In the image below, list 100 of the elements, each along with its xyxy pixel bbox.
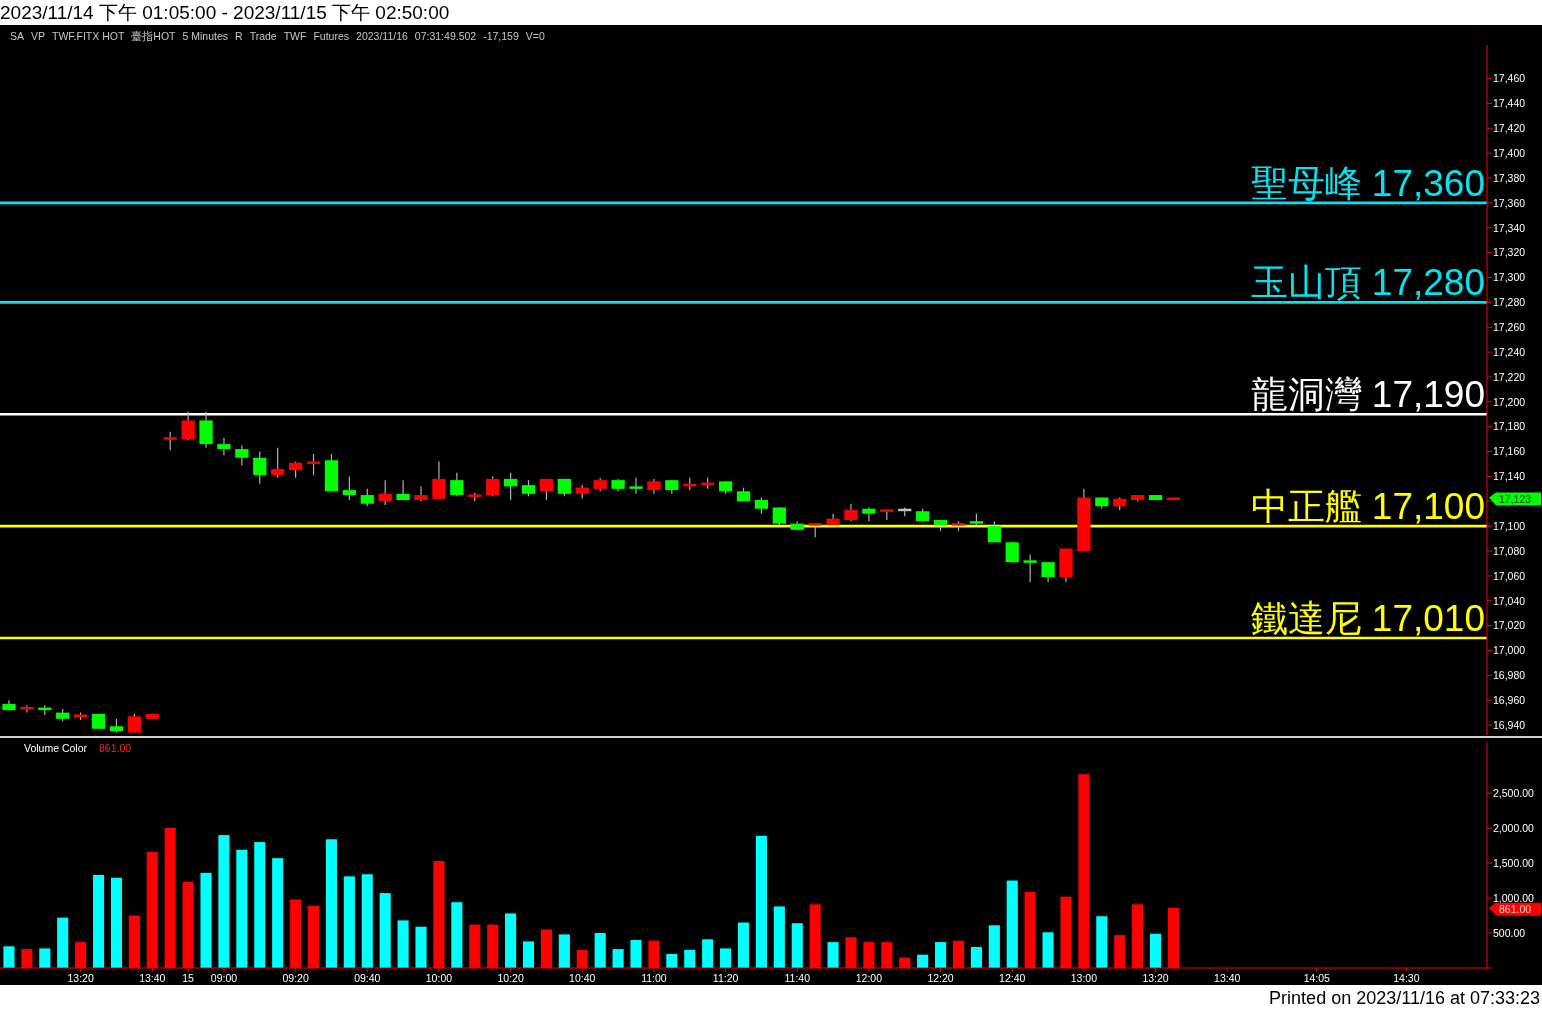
chart-title: 2023/11/14 下午 01:05:00 - 2023/11/15 下午 02:50:00: [0, 2, 450, 23]
bar: [737, 922, 750, 968]
bar: [379, 893, 391, 968]
y-tick-label: 17,320: [1493, 246, 1526, 259]
bar: [935, 942, 947, 968]
bar: [343, 876, 355, 968]
text: 5 Minutes: [182, 30, 229, 42]
bar: [110, 877, 123, 968]
y-tick-label: 16,980: [1493, 669, 1526, 682]
y-tick-label: 1,500.00: [1493, 856, 1535, 869]
y-tick-label: 16,960: [1493, 693, 1526, 706]
bar: [451, 902, 463, 968]
x-tick-label: 13:20: [1142, 972, 1169, 984]
text: Printed on 2023/11/16 at 07:33:23: [1269, 988, 1540, 1008]
x-tick-label: 13:40: [139, 972, 166, 984]
bar: [827, 942, 839, 968]
x-tick-label: 10:00: [425, 972, 453, 984]
bar: [702, 939, 714, 968]
x-tick-label: 13:20: [67, 972, 94, 984]
bar: [39, 948, 51, 968]
x-tick-label: 13:40: [1214, 972, 1241, 984]
y-tick-label: 17,020: [1493, 619, 1526, 632]
y-tick-label: 17,400: [1493, 146, 1526, 159]
bar: [505, 913, 517, 968]
bar: [57, 917, 69, 968]
ref-line-label: 聖母峰 17,360: [1250, 162, 1485, 204]
bar: [791, 923, 803, 968]
y-tick-label: 17,180: [1493, 420, 1526, 433]
text: V=0: [525, 30, 545, 42]
y-tick-label: 17,440: [1493, 97, 1526, 110]
text: R: [235, 30, 244, 42]
bar: [92, 874, 105, 968]
bar: [361, 874, 373, 968]
bar: [594, 933, 606, 968]
y-tick-label: 17,100: [1493, 519, 1526, 532]
text: SA: [10, 30, 25, 42]
y-tick-label: 17,460: [1493, 72, 1526, 85]
x-tick-label: 09:00: [210, 972, 238, 984]
y-tick-label: 17,240: [1493, 345, 1526, 358]
x-tick-label: 12:40: [999, 972, 1026, 984]
x-tick-label: 14:30: [1393, 972, 1420, 984]
y-tick-label: 1,000.00: [1493, 891, 1535, 904]
text: -17,159: [483, 30, 519, 42]
text: 2023/11/16: [356, 30, 408, 42]
bar: [1150, 933, 1162, 968]
x-tick-label: 11:00: [641, 972, 667, 984]
bar: [558, 934, 570, 968]
chart-title: Volume Color: [24, 742, 88, 754]
x-tick-label: 11:20: [712, 972, 739, 984]
ref-line-label: 鐵達尼 17,010: [1250, 598, 1485, 640]
bar: [630, 940, 642, 968]
x-tick-label: 09:40: [354, 972, 381, 984]
y-tick-label: 17,140: [1493, 470, 1526, 483]
bar: [236, 849, 248, 968]
bar: [755, 835, 767, 968]
x-tick-label: 09:20: [282, 972, 309, 984]
y-tick-label: 2,000.00: [1493, 821, 1535, 834]
y-tick-label: 17,080: [1493, 544, 1526, 557]
x-tick-label: 11:40: [784, 972, 811, 984]
x-tick-label: 15: [182, 972, 195, 984]
bar: [773, 906, 785, 968]
y-tick-label: 500.00: [1493, 926, 1526, 939]
text: TWF: [283, 30, 307, 42]
y-tick-label: 17,160: [1493, 445, 1526, 458]
y-tick-label: 16,940: [1493, 718, 1526, 731]
text: 臺指HOT: [131, 30, 177, 42]
bar: [970, 947, 982, 968]
bar: [325, 839, 337, 968]
y-tick-label: 17,040: [1493, 594, 1526, 607]
bar: [988, 925, 1000, 968]
text: VP: [31, 30, 46, 42]
text: 07:31:49.502: [414, 30, 477, 42]
y-tick-label: 17,300: [1493, 271, 1526, 284]
text: TWF.FITX HOT: [52, 30, 125, 42]
bar: [522, 941, 535, 968]
bar: [272, 858, 284, 968]
x-tick-label: 12:00: [855, 972, 883, 984]
bar: [415, 926, 427, 968]
y-tick-label: 17,060: [1493, 569, 1526, 582]
y-tick-label: 17,220: [1493, 370, 1526, 383]
bar: [200, 872, 212, 968]
x-tick-label: 14:05: [1303, 972, 1331, 984]
bar: [3, 946, 15, 968]
text: Trade: [249, 30, 277, 42]
ref-line-label: 龍洞灣 17,190: [1250, 374, 1485, 416]
ref-line-label: 玉山頂 17,280: [1250, 262, 1485, 304]
text: Futures: [313, 30, 350, 42]
bar: [397, 920, 409, 968]
x-tick-label: 10:40: [569, 972, 596, 984]
bar: [1096, 916, 1108, 968]
y-tick-label: 17,000: [1493, 644, 1526, 657]
y-tick-label: 2,500.00: [1493, 786, 1535, 799]
x-tick-label: 10:20: [497, 972, 524, 984]
y-tick-label: 17,280: [1493, 296, 1526, 309]
y-tick-label: 17,260: [1493, 321, 1526, 334]
bar: [1042, 932, 1054, 968]
bar: [218, 835, 230, 968]
annotation: 861.00: [99, 742, 132, 754]
y-tick-label: 17,420: [1493, 122, 1526, 135]
y-tick-label: 17,200: [1493, 395, 1526, 408]
